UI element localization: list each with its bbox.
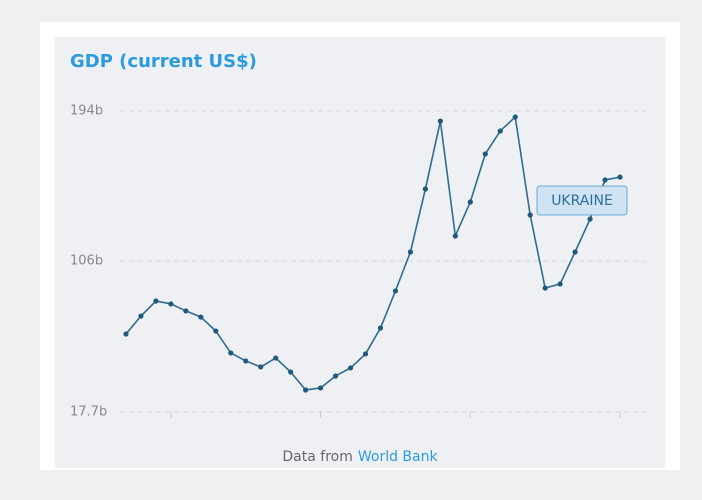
marker: [332, 373, 339, 379]
marker: [347, 365, 354, 371]
marker: [407, 249, 414, 255]
marker: [168, 301, 174, 307]
marker: [572, 249, 578, 255]
y-tick-label: 194b: [70, 104, 103, 119]
marker: [362, 351, 369, 357]
marker: [377, 325, 384, 331]
marker: [213, 328, 219, 334]
chart-title: GDP (current US$): [70, 51, 257, 72]
marker: [557, 281, 563, 287]
marker: [602, 177, 608, 183]
marker: [617, 174, 623, 180]
y-tick-label: 17.7b: [70, 405, 107, 420]
marker: [422, 186, 428, 192]
series-label: UKRAINE: [551, 193, 613, 209]
marker: [482, 151, 488, 157]
panel: [55, 37, 665, 468]
marker: [542, 285, 548, 291]
marker: [467, 199, 473, 205]
marker: [512, 114, 518, 120]
marker: [138, 313, 144, 319]
marker: [288, 369, 294, 375]
marker: [527, 212, 533, 218]
marker: [258, 364, 264, 370]
marker: [392, 288, 399, 294]
marker: [243, 358, 249, 364]
marker: [437, 118, 443, 124]
source-prefix: Data from: [282, 449, 352, 465]
marker: [183, 308, 189, 314]
marker: [318, 385, 324, 391]
source-link[interactable]: World Bank: [358, 449, 439, 465]
marker: [303, 387, 309, 393]
series-label-box: [536, 185, 628, 216]
line: [125, 115, 621, 391]
marker: [587, 216, 593, 222]
marker: [153, 298, 159, 304]
marker: [198, 314, 204, 320]
marker: [452, 233, 458, 239]
y-tick-label: 106b: [70, 254, 103, 269]
marker: [497, 128, 503, 134]
marker: [123, 331, 129, 337]
marker: [273, 355, 279, 361]
marker: [228, 350, 234, 356]
